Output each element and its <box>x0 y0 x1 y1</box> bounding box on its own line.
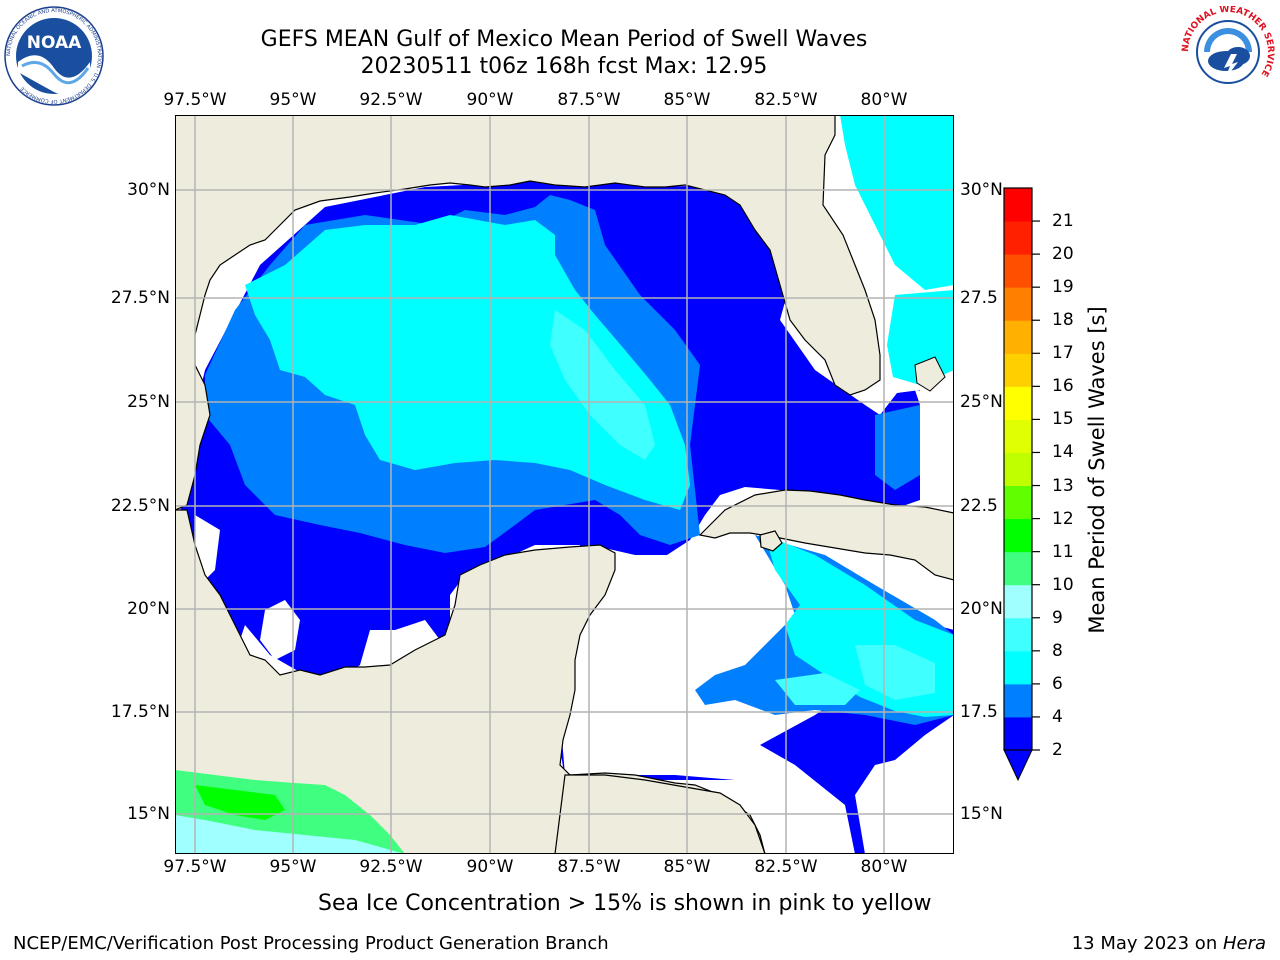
map-subtitle: 20230511 t06z 168h fcst Max: 12.95 <box>360 54 768 79</box>
lon-tick-bottom: 80°W <box>860 857 908 877</box>
lat-tick-right: 25°N <box>960 392 1003 412</box>
lat-tick-left: 27.5°N <box>110 288 170 308</box>
no-data-region <box>855 715 954 854</box>
swell-region-8-9s <box>775 673 860 705</box>
colorbar-band <box>1004 221 1032 255</box>
colorbar-band <box>1004 617 1032 652</box>
lat-tick-right: 17.5 <box>960 702 998 722</box>
colorbar-band <box>1004 584 1032 619</box>
colorbar-tick-label: 2 <box>1052 740 1063 760</box>
graticule <box>175 115 954 854</box>
lon-tick-top: 85°W <box>663 90 711 110</box>
footer-host: Hera <box>1222 933 1266 954</box>
land-isla-juventud <box>759 530 783 552</box>
colorbar <box>1003 187 1040 782</box>
footer-credit: NCEP/EMC/Verification Post Processing Pr… <box>13 933 609 954</box>
colorbar-frame <box>1003 187 1033 751</box>
nws-logo: NATIONAL WEATHER SERVICE <box>1181 6 1275 97</box>
swell-region-6-8s <box>840 115 954 290</box>
colorbar-tick-label: 6 <box>1052 673 1063 694</box>
lon-tick-top: 87.5°W <box>557 90 621 110</box>
pacific-swell-region-8-9s <box>175 815 405 854</box>
no-data-region <box>260 600 300 660</box>
map-title: GEFS MEAN Gulf of Mexico Mean Period of … <box>260 27 868 52</box>
map-panel <box>175 115 954 854</box>
lon-tick-bottom: 92.5°W <box>359 857 423 877</box>
colorbar-tick-label: 8 <box>1052 640 1063 661</box>
footer-date-text: 13 May 2023 on <box>1071 933 1223 954</box>
lat-tick-left: 15°N <box>127 804 170 824</box>
colorbar-tick-label: 17 <box>1052 343 1074 364</box>
colorbar-under-arrow <box>1003 749 1033 782</box>
colorbar-band <box>1004 386 1032 420</box>
swell-region-6-8s <box>245 215 690 510</box>
colorbar-tick-label: 9 <box>1052 607 1063 628</box>
lon-tick-bottom: 85°W <box>663 857 711 877</box>
swell-region-8-9s <box>550 310 655 460</box>
colorbar-band <box>1004 518 1032 553</box>
colorbar-label: Mean Period of Swell Waves [s] <box>1085 306 1109 634</box>
colorbar-tick-label: 4 <box>1052 706 1063 727</box>
land-bahamas <box>914 356 946 392</box>
colorbar-tick-label: 10 <box>1052 574 1074 595</box>
colorbar-band <box>1004 320 1032 354</box>
lat-tick-left: 22.5°N <box>110 496 170 516</box>
colorbar-band <box>1004 716 1032 751</box>
colorbar-band <box>1004 485 1032 520</box>
lat-tick-right: 20°N <box>960 599 1003 619</box>
lat-tick-right: 22.5 <box>960 496 998 516</box>
colorbar-band <box>1004 419 1032 453</box>
lon-tick-bottom: 82.5°W <box>754 857 818 877</box>
colorbar-tick-label: 20 <box>1052 244 1074 265</box>
colorbar-band <box>1004 188 1032 222</box>
lon-tick-top: 90°W <box>466 90 514 110</box>
colorbar-band <box>1004 353 1032 387</box>
lon-tick-top: 82.5°W <box>754 90 818 110</box>
lat-tick-right: 30°N <box>960 180 1003 200</box>
noaa-logo: NOAA NATIONAL OCEANIC AND ATMOSPHERIC AD… <box>4 6 104 106</box>
sea-ice-note: Sea Ice Concentration > 15% is shown in … <box>318 891 932 916</box>
lon-tick-top: 97.5°W <box>163 90 227 110</box>
colorbar-tick-label: 21 <box>1052 211 1074 232</box>
land-usa <box>175 115 881 511</box>
colorbar-band <box>1004 650 1032 685</box>
swell-region-8-9s <box>855 645 935 700</box>
swell-region-4-6s <box>875 405 920 490</box>
lon-tick-top: 80°W <box>860 90 908 110</box>
colorbar-band <box>1004 254 1032 288</box>
lon-tick-bottom: 90°W <box>466 857 514 877</box>
colorbar-tick-label: 18 <box>1052 310 1074 331</box>
pacific-swell-region-11-12s <box>195 785 285 820</box>
lat-tick-right: 15°N <box>960 804 1003 824</box>
colorbar-tick-label: 16 <box>1052 376 1074 397</box>
colorbar-tick-label: 11 <box>1052 541 1074 562</box>
colorbar-tick-label: 12 <box>1052 508 1074 529</box>
colorbar-band <box>1004 452 1032 487</box>
land-mexico <box>175 509 766 854</box>
colorbar-tick-label: 14 <box>1052 442 1074 463</box>
colorbar-tick-label: 13 <box>1052 475 1074 496</box>
lat-tick-left: 30°N <box>127 180 170 200</box>
colorbar-band <box>1004 683 1032 718</box>
lon-tick-bottom: 97.5°W <box>163 857 227 877</box>
lat-tick-right: 27.5 <box>960 288 998 308</box>
lon-tick-top: 95°W <box>269 90 317 110</box>
lon-tick-bottom: 87.5°W <box>557 857 621 877</box>
lat-tick-left: 20°N <box>127 599 170 619</box>
lat-tick-left: 17.5°N <box>110 702 170 722</box>
colorbar-tick-label: 19 <box>1052 277 1074 298</box>
colorbar-band <box>1004 287 1032 321</box>
noaa-logo-wordmark: NOAA <box>27 33 82 53</box>
lon-tick-bottom: 95°W <box>269 857 317 877</box>
colorbar-tick-label: 15 <box>1052 409 1074 430</box>
colorbar-band <box>1004 551 1032 586</box>
lat-tick-left: 25°N <box>127 392 170 412</box>
lon-tick-top: 92.5°W <box>359 90 423 110</box>
footer-date: 13 May 2023 on Hera <box>1072 933 1266 954</box>
